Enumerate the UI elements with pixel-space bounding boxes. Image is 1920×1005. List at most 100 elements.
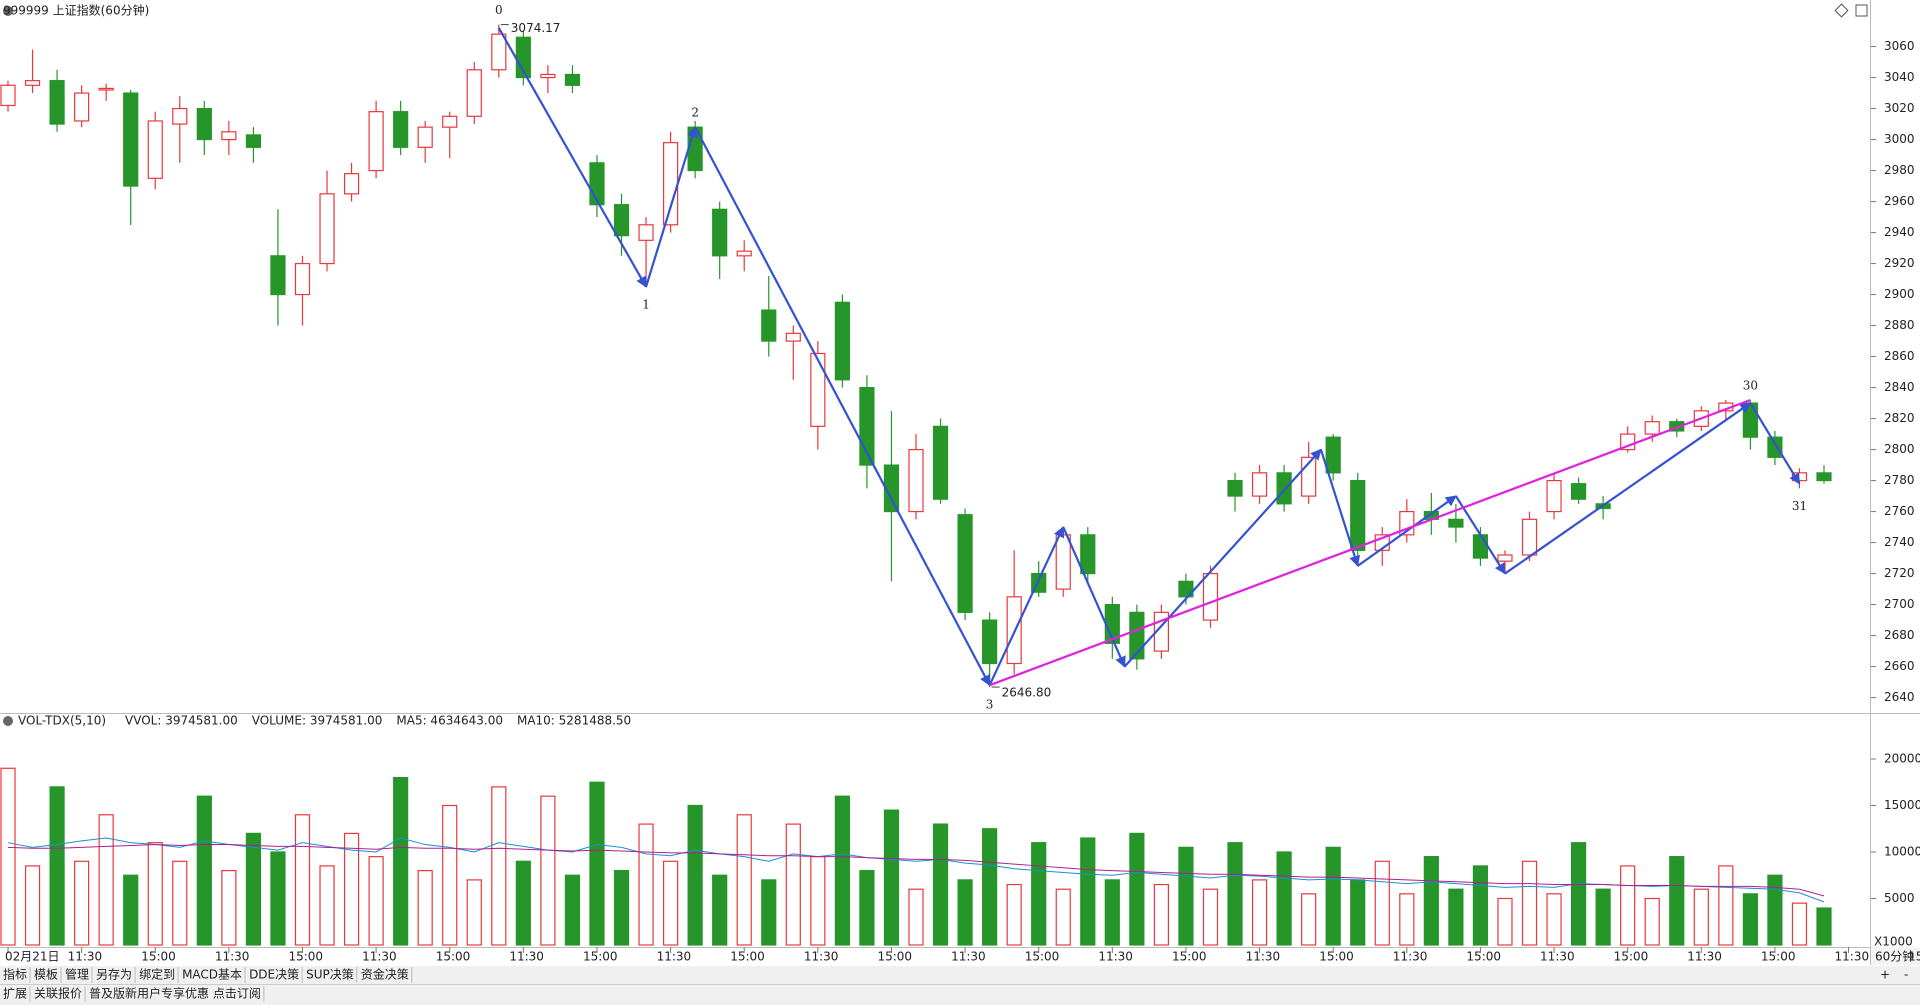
candle-body — [1448, 518, 1464, 528]
menu-icon[interactable] — [3, 6, 13, 16]
x-tick-label: 15:00 — [288, 950, 323, 964]
wave-line — [989, 398, 1751, 687]
candle-body — [442, 115, 458, 128]
candle-body — [368, 111, 384, 172]
x-tick-label: 11:30 — [951, 950, 986, 964]
toolbar-link[interactable]: 关联报价 — [34, 986, 82, 1001]
candle-body — [564, 73, 581, 86]
y-tick-label: 2900 — [1884, 287, 1915, 301]
y-tick-label: 2920 — [1884, 256, 1915, 270]
y-tick-label: 2860 — [1884, 349, 1915, 363]
diamond-icon[interactable] — [1834, 3, 1849, 18]
wave-line — [1357, 495, 1457, 567]
volume-bar — [98, 814, 114, 946]
x-tick-label: 15:00 — [583, 950, 618, 964]
candle-body — [1669, 421, 1685, 432]
toolbar-tab[interactable]: 另存为 — [96, 968, 132, 982]
toolbar-tab[interactable]: 管理 — [65, 967, 89, 982]
wave-line — [645, 126, 698, 288]
x-tick-label: 11:30 — [1246, 950, 1281, 964]
candle-body — [785, 332, 801, 342]
x-tick-label: 11:30 — [1540, 950, 1575, 964]
x-tick-label: 11:30 — [1687, 950, 1722, 964]
candle-body — [834, 301, 850, 381]
volume-bar — [1595, 888, 1611, 946]
volume-bar — [0, 767, 16, 946]
volume-title: VOL-TDX(5,10) — [18, 714, 106, 728]
minus-button[interactable]: - — [1904, 968, 1908, 982]
volume-bar — [74, 860, 90, 946]
x-tick-label: 11:30 — [657, 950, 692, 964]
toolbar-tab[interactable]: SUP决策 — [306, 968, 354, 982]
ma-line — [7, 837, 1825, 903]
volume-bar — [270, 851, 286, 946]
volume-bar — [761, 879, 777, 946]
candle-body — [1644, 421, 1660, 435]
candle-body — [491, 33, 507, 71]
candle-body — [1546, 479, 1562, 513]
candle-body — [957, 514, 973, 613]
y-tick-label: 2820 — [1884, 411, 1915, 425]
volume-bar — [1497, 897, 1513, 946]
plus-button[interactable]: + — [1880, 968, 1890, 982]
y-tick-label: 2680 — [1884, 628, 1915, 642]
y-tick-label: 2780 — [1884, 473, 1915, 487]
y-tick-label: 3020 — [1884, 101, 1915, 115]
volume-bar — [393, 776, 409, 946]
volume-bar — [1178, 846, 1194, 946]
candle-body — [1350, 479, 1366, 551]
volume-bar — [1472, 865, 1489, 946]
volume-bar — [147, 842, 163, 946]
toolbar-tab[interactable]: 指标 — [3, 967, 27, 982]
candle-body — [1129, 611, 1145, 660]
ma-line — [7, 844, 1825, 897]
candle-body — [613, 204, 630, 237]
toolbar-tab[interactable]: 资金决策 — [361, 967, 409, 982]
candle-body — [1742, 402, 1758, 438]
volume-bar — [1448, 888, 1464, 946]
volume-bar — [123, 874, 139, 946]
candle-body — [1325, 436, 1341, 474]
wave-label: 30 — [1743, 378, 1758, 392]
toolbar — [0, 966, 1920, 1005]
volume-bar — [1006, 883, 1022, 946]
volume-bar — [1620, 865, 1636, 946]
toolbar-link[interactable]: 扩展 — [3, 987, 27, 1001]
volume-bar — [1350, 879, 1366, 946]
toolbar-tab[interactable]: 模板 — [34, 968, 58, 982]
x-tick-label: 15:00 — [141, 950, 176, 964]
volume-bar — [687, 804, 703, 946]
volume-bar — [1693, 888, 1709, 946]
volume-bar — [1521, 860, 1538, 946]
candle-body — [982, 619, 998, 665]
candle-body — [245, 134, 262, 148]
y-tick-label: 3040 — [1884, 70, 1915, 84]
toolbar-tab[interactable]: DDE决策 — [249, 968, 299, 982]
menu-icon[interactable] — [3, 716, 13, 726]
x-tick-label: 11:30 — [509, 950, 544, 964]
toolbar-tab[interactable]: MACD基本 — [182, 968, 242, 982]
volume-bar — [49, 786, 65, 946]
wave-line — [497, 27, 648, 288]
volume-bar — [1301, 893, 1317, 946]
window-icon[interactable] — [1855, 4, 1868, 17]
x-tick-label: 15:00 — [1761, 950, 1796, 964]
candle-body — [270, 255, 286, 296]
y-tick-label: 2980 — [1884, 163, 1915, 177]
volume-bar — [638, 823, 654, 946]
x-tick-label: 15:00 — [877, 950, 912, 964]
candle-body — [221, 131, 237, 141]
y-tick-label: 2640 — [1884, 690, 1915, 704]
candle-body — [712, 208, 728, 257]
toolbar-tab[interactable]: 绑定到 — [139, 967, 175, 982]
volume-bar — [1399, 893, 1415, 946]
toolbar-link[interactable]: 普及版新用户专享优惠 点击订阅 — [89, 986, 261, 1001]
wave-label: 1 — [642, 297, 650, 311]
volume-bar — [1374, 860, 1390, 946]
y-tick-label: 3060 — [1884, 39, 1915, 53]
candle-body — [1521, 518, 1538, 556]
volume-bar — [245, 832, 262, 946]
volume-bar — [810, 856, 826, 946]
volume-bar — [613, 869, 630, 946]
volume-bar — [491, 786, 507, 946]
